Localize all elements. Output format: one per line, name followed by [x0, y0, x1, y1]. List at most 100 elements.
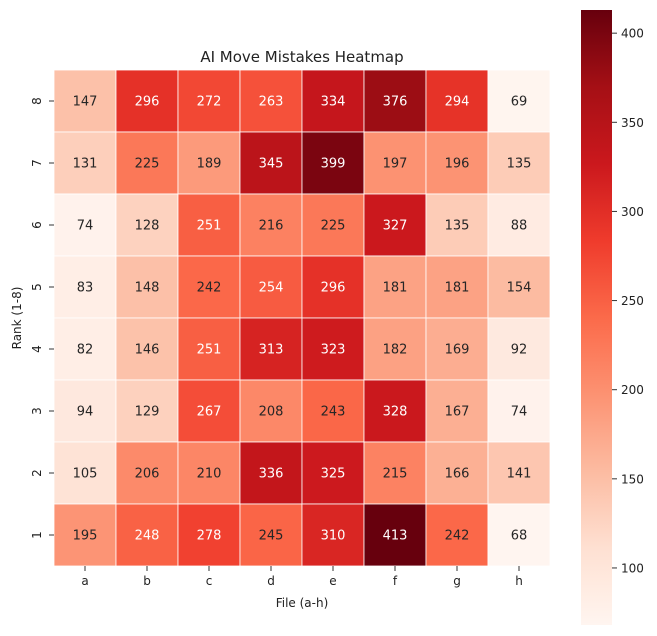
- x-tick-label: b: [143, 574, 151, 588]
- cell-value-label: 336: [259, 467, 284, 482]
- heatmap-cell: [363, 193, 427, 257]
- heatmap-cell: [487, 379, 551, 443]
- cell-value-label: 83: [77, 281, 94, 296]
- cell-value-label: 167: [445, 405, 470, 420]
- cell-value-label: 141: [507, 467, 532, 482]
- cell-value-label: 154: [507, 281, 532, 296]
- cell-value-label: 135: [445, 219, 470, 234]
- colorbar-tick-label: 150: [621, 472, 644, 486]
- heatmap-cell: [301, 441, 365, 505]
- cell-value-label: 327: [383, 219, 408, 234]
- y-tick-label: 2: [30, 469, 44, 477]
- colorbar-ticks: 100 150 200 250 300 350 400: [612, 27, 644, 575]
- cell-value-label: 267: [197, 405, 222, 420]
- heatmap-cell: [177, 255, 241, 319]
- cell-value-label: 181: [383, 281, 408, 296]
- cell-value-label: 248: [135, 529, 160, 544]
- x-tick-label: e: [329, 574, 336, 588]
- cell-value-label: 376: [383, 95, 408, 110]
- y-tick-label: 5: [30, 283, 44, 291]
- cell-value-label: 328: [383, 405, 408, 420]
- heatmap-cell: [363, 131, 427, 195]
- y-tick-label: 3: [30, 407, 44, 415]
- colorbar-tick-label: 400: [621, 27, 644, 41]
- colorbar-tick-label: 250: [621, 294, 644, 308]
- heatmap-cell: [487, 69, 551, 133]
- y-tick-label: 4: [30, 345, 44, 353]
- colorbar-tick-label: 350: [621, 116, 644, 130]
- x-tick-label: d: [267, 574, 275, 588]
- x-tick-label: g: [453, 574, 461, 588]
- heatmap-cell: [487, 317, 551, 381]
- x-tick-label: f: [393, 574, 398, 588]
- heatmap-cell: [239, 131, 303, 195]
- heatmap-cell: [425, 317, 489, 381]
- cell-value-label: 206: [135, 467, 160, 482]
- x-tick-label: a: [81, 574, 88, 588]
- cell-value-label: 68: [511, 529, 528, 544]
- heatmap-cell: [239, 317, 303, 381]
- heatmap-cell: [53, 69, 117, 133]
- cell-value-label: 182: [383, 343, 408, 358]
- heatmap-cell: [487, 193, 551, 257]
- colorbar-tick-label: 300: [621, 205, 644, 219]
- cell-value-label: 243: [321, 405, 346, 420]
- cell-value-label: 323: [321, 343, 346, 358]
- heatmap-cell: [115, 131, 179, 195]
- x-tick-label: c: [206, 574, 213, 588]
- cell-value-label: 129: [135, 405, 160, 420]
- heatmap-cell: [425, 255, 489, 319]
- heatmap-cell: [53, 255, 117, 319]
- cell-value-label: 197: [383, 157, 408, 172]
- cell-value-label: 148: [135, 281, 160, 296]
- cell-value-label: 131: [73, 157, 98, 172]
- cell-value-label: 325: [321, 467, 346, 482]
- heatmap-cell: [53, 441, 117, 505]
- heatmap-cell: [239, 255, 303, 319]
- colorbar-tick-label: 100: [621, 561, 644, 575]
- chart-title: AI Move Mistakes Heatmap: [200, 48, 403, 66]
- cell-value-label: 82: [77, 343, 94, 358]
- heatmap-cells: 147 296 272 263 334 376 294 69 131 225 189 345 399 19…: [53, 69, 551, 567]
- heatmap-cell: [487, 441, 551, 505]
- heatmap-cell: [487, 131, 551, 195]
- cell-value-label: 334: [321, 95, 346, 110]
- heatmap-cell: [363, 317, 427, 381]
- heatmap-cell: [177, 317, 241, 381]
- cell-value-label: 310: [321, 529, 346, 544]
- heatmap-cell: [363, 379, 427, 443]
- heatmap-cell: [363, 441, 427, 505]
- heatmap-cell: [301, 69, 365, 133]
- cell-value-label: 294: [445, 95, 470, 110]
- heatmap-cell: [115, 193, 179, 257]
- cell-value-label: 399: [321, 157, 346, 172]
- heatmap-cell: [239, 69, 303, 133]
- heatmap-cell: [301, 379, 365, 443]
- cell-value-label: 272: [197, 95, 222, 110]
- cell-value-label: 189: [197, 157, 222, 172]
- heatmap-cell: [177, 69, 241, 133]
- cell-value-label: 210: [197, 467, 222, 482]
- cell-value-label: 215: [383, 467, 408, 482]
- y-tick-label: 8: [30, 97, 44, 105]
- x-tick-label: h: [515, 574, 523, 588]
- y-tick-label: 7: [30, 159, 44, 167]
- cell-value-label: 88: [511, 219, 528, 234]
- cell-value-label: 128: [135, 219, 160, 234]
- heatmap-cell: [115, 441, 179, 505]
- y-axis-label: Rank (1-8): [10, 287, 24, 350]
- heatmap-cell: [301, 255, 365, 319]
- cell-value-label: 208: [259, 405, 284, 420]
- cell-value-label: 296: [135, 95, 160, 110]
- x-axis-label: File (a-h): [276, 596, 329, 610]
- cell-value-label: 147: [73, 95, 98, 110]
- cell-value-label: 195: [73, 529, 98, 544]
- cell-value-label: 135: [507, 157, 532, 172]
- heatmap-cell: [177, 379, 241, 443]
- heatmap-cell: [425, 379, 489, 443]
- y-tick-label: 6: [30, 221, 44, 229]
- cell-value-label: 216: [259, 219, 284, 234]
- heatmap-cell: [177, 503, 241, 567]
- cell-value-label: 74: [511, 405, 528, 420]
